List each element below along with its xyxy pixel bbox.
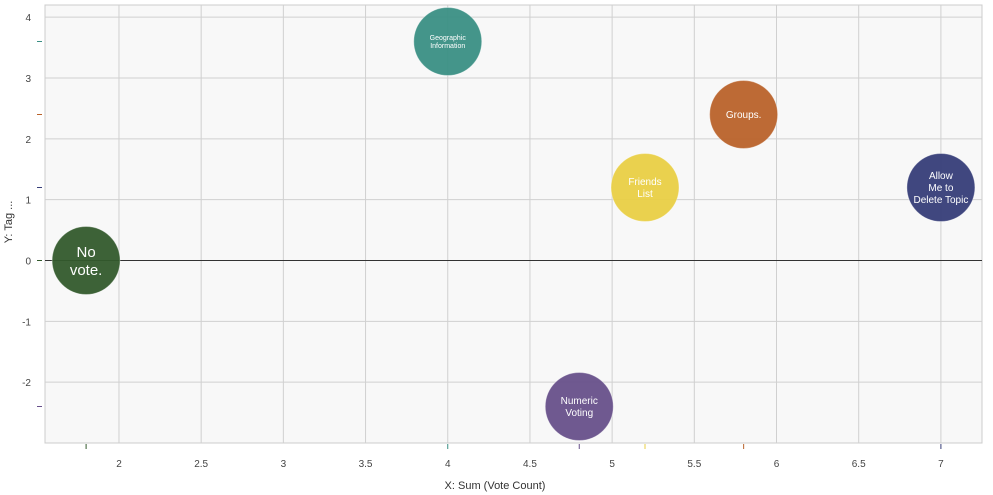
bubble-label: Geographic Information bbox=[430, 35, 467, 50]
bubble-label: Allow Me to Delete Topic bbox=[913, 171, 968, 206]
bubble-circle[interactable] bbox=[544, 372, 614, 441]
bubble-label-line: Delete Topic bbox=[913, 195, 968, 206]
y-tick-label: 2 bbox=[25, 135, 31, 146]
y-axis-label: Y: Tag ... bbox=[3, 201, 15, 244]
bubble-label-line: vote. bbox=[70, 262, 103, 279]
bubble[interactable]: Geographic Information bbox=[413, 7, 483, 76]
x-tick-label: 6.5 bbox=[852, 459, 866, 470]
x-axis-ticks: 2 2.5 3 3.5 4 4.5 5 5.5 6 6.5 7 bbox=[116, 459, 944, 470]
x-tick-label: 2.5 bbox=[194, 459, 208, 470]
plot-area bbox=[44, 4, 983, 444]
bubble-circle[interactable] bbox=[610, 153, 680, 222]
x-tick-label: 5 bbox=[609, 459, 615, 470]
bubble-label: Numeric Voting bbox=[561, 396, 598, 419]
y-tick-label: 0 bbox=[25, 257, 31, 268]
bubble-label: Friends List bbox=[628, 177, 661, 200]
y-tick-label: -2 bbox=[22, 378, 31, 389]
bubble-circle[interactable] bbox=[709, 80, 779, 149]
x-tick-label: 3 bbox=[281, 459, 287, 470]
bubble-circle[interactable] bbox=[413, 7, 483, 76]
bubble-label-line: Me to bbox=[928, 183, 953, 194]
x-tick-label: 4.5 bbox=[523, 459, 537, 470]
x-tick-label: 5.5 bbox=[687, 459, 701, 470]
bubble-label-line: Information bbox=[430, 43, 465, 50]
x-tick-label: 2 bbox=[116, 459, 122, 470]
bubble-label-line: No bbox=[77, 244, 96, 261]
bubble-label-line: Geographic bbox=[430, 35, 467, 42]
x-axis-label: X: Sum (Vote Count) bbox=[445, 480, 546, 492]
bubble-circle[interactable] bbox=[906, 153, 976, 222]
bubble-label-line: Friends bbox=[628, 177, 661, 188]
bubble-circle[interactable] bbox=[51, 226, 121, 295]
x-tick-label: 6 bbox=[774, 459, 780, 470]
y-tick-label: 3 bbox=[25, 74, 31, 85]
x-tick-label: 7 bbox=[938, 459, 944, 470]
bubble[interactable]: Friends List bbox=[610, 153, 680, 222]
y-tick-label: -1 bbox=[22, 317, 31, 328]
bubble-label: No vote. bbox=[70, 244, 103, 279]
bubble-label-line: Groups. bbox=[726, 110, 762, 121]
bubble-label: Groups. bbox=[726, 110, 762, 121]
bubble[interactable]: No vote. bbox=[51, 226, 121, 295]
bubble-label-line: List bbox=[637, 189, 653, 200]
bubble[interactable]: Numeric Voting bbox=[544, 372, 614, 441]
bubble[interactable]: Allow Me to Delete Topic bbox=[906, 153, 976, 222]
bubble-label-line: Allow bbox=[929, 171, 954, 182]
y-tick-label: 1 bbox=[25, 196, 31, 207]
x-tick-label: 4 bbox=[445, 459, 451, 470]
y-axis-ticks: -2 -1 0 1 2 3 4 bbox=[22, 13, 31, 389]
bubble-label-line: Numeric bbox=[561, 396, 598, 407]
x-tick-label: 3.5 bbox=[359, 459, 373, 470]
bubble[interactable]: Groups. bbox=[709, 80, 779, 149]
y-tick-label: 4 bbox=[25, 13, 31, 24]
rug-marks bbox=[37, 41, 942, 449]
bubbles: Geographic Information Groups. Friends List A… bbox=[51, 7, 976, 441]
bubble-label-line: Voting bbox=[565, 408, 593, 419]
